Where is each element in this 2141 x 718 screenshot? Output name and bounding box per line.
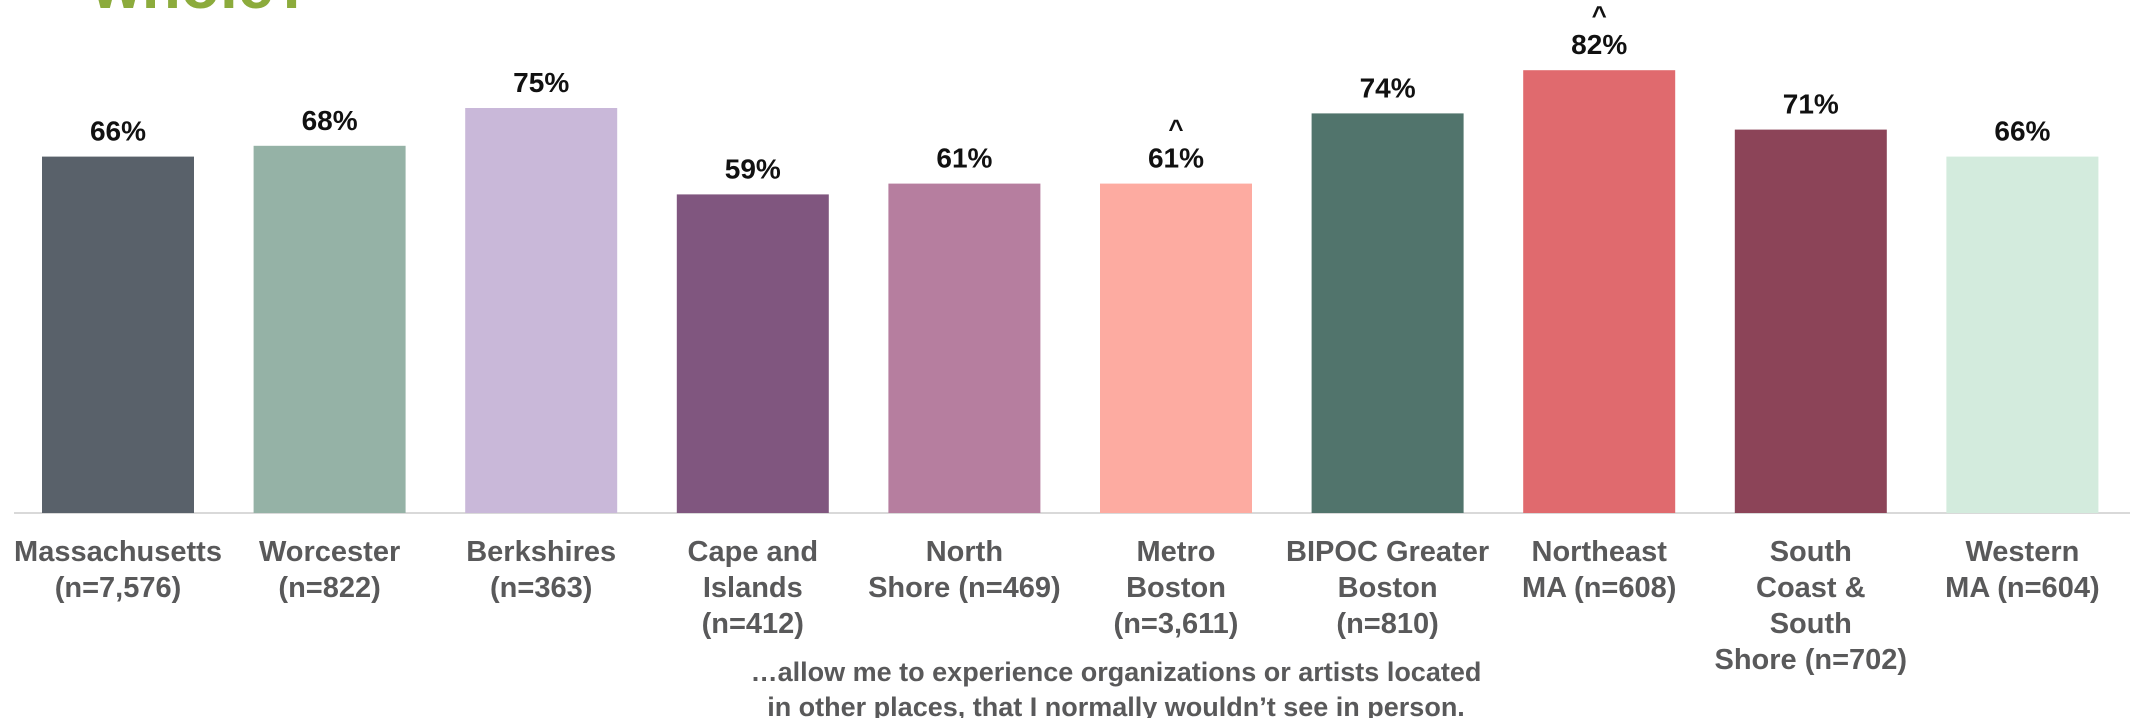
value-label-3: 59% (725, 153, 781, 184)
value-labels-group: 66% 68%75%59% 61% 61%^74%82%^71%66% (90, 0, 2051, 184)
category-labels-group: Massachusetts (n=7,576) Worcester (n=822) Be… (14, 536, 2100, 676)
category-label-1: Worcester (n=822) (259, 536, 400, 604)
value-label-4: 61% (936, 143, 992, 174)
significance-marker-5: ^ (1168, 114, 1183, 144)
value-label-7: 82% (1571, 29, 1627, 60)
chart-title: whole? (92, 0, 312, 18)
category-label-6: BIPOC Greater Boston (n=810) (1286, 536, 1489, 640)
bars-group (42, 70, 2099, 514)
value-label-1: 68% (302, 105, 358, 136)
category-label-3: Cape and Islands (n=412) (688, 536, 819, 640)
category-label-8: South Coast & South Shore (n=702) (1715, 536, 1908, 676)
value-label-2: 75% (513, 67, 569, 98)
bar-5 (1100, 183, 1252, 513)
category-label-7: Northeast MA (n=608) (1522, 536, 1676, 604)
bar-7 (1523, 70, 1676, 513)
category-label-9: Western MA (n=604) (1945, 536, 2099, 604)
bar-8 (1734, 129, 1887, 513)
category-label-5: Metro Boston (n=3,611) (1114, 536, 1239, 640)
bar-1 (253, 145, 406, 514)
value-label-8: 71% (1783, 89, 1839, 120)
bar-0 (42, 156, 194, 513)
value-label-9: 66% (1994, 116, 2050, 147)
bar-9 (1946, 156, 2099, 513)
bar-4 (888, 183, 1041, 513)
bar-2 (465, 108, 618, 513)
category-label-4: North Shore (n=469) (868, 536, 1061, 604)
bar-3 (676, 194, 829, 513)
bar-6 (1311, 113, 1464, 514)
value-label-6: 74% (1360, 72, 1416, 103)
category-label-2: Berkshires (n=363) (466, 536, 616, 604)
chart-caption: …allow me to experience organizations or… (751, 657, 1482, 718)
significance-marker-7: ^ (1592, 0, 1607, 30)
value-label-0: 66% (90, 116, 146, 147)
category-label-0: Massachusetts (n=7,576) (14, 536, 222, 604)
value-label-5: 61% (1148, 143, 1204, 174)
